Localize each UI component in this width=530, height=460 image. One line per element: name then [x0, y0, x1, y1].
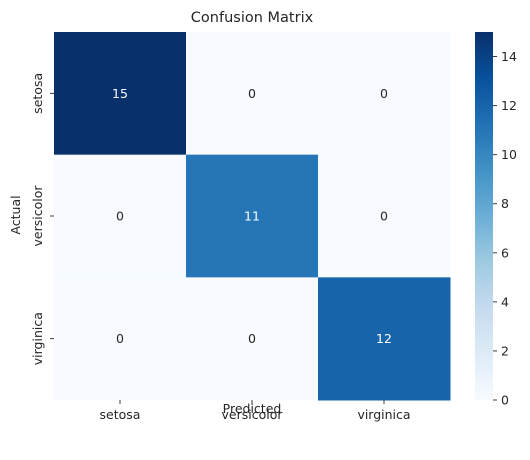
cell-annotation-2-1: 0: [248, 331, 256, 346]
heatmap-cell-1-2: [318, 154, 451, 278]
x-tick-label-versicolor: versicolor: [222, 407, 284, 422]
x-tick-label-setosa: setosa: [100, 407, 141, 422]
x-axis-ticks: setosa versicolor virginica: [100, 400, 411, 422]
y-axis-label: Actual: [8, 195, 23, 234]
colorbar-tick-label-12: 12: [501, 98, 517, 113]
heatmap-cell-1-1: [186, 154, 319, 278]
colorbar-tick-label-2: 2: [501, 343, 509, 358]
cell-annotations: 15 0 0 0 11 0 0 0 12: [112, 86, 392, 346]
colorbar-tick-label-0: 0: [501, 393, 509, 408]
y-tick-label-setosa: setosa: [30, 73, 45, 114]
colorbar-tick-label-4: 4: [501, 294, 509, 309]
heatmap-cells: [54, 32, 451, 401]
cell-annotation-1-0: 0: [116, 209, 124, 224]
colorbar-tick-label-14: 14: [501, 49, 517, 64]
y-axis-ticks: setosa versicolor virginica: [30, 73, 54, 365]
x-axis-label: Predicted: [223, 401, 282, 416]
cell-annotation-1-1: 11: [244, 209, 260, 224]
x-tick-label-virginica: virginica: [357, 407, 410, 422]
y-tick-label-versicolor: versicolor: [30, 185, 45, 247]
colorbar: [475, 32, 493, 400]
heatmap-cell-0-0: [54, 32, 187, 156]
cell-annotation-0-1: 0: [248, 86, 256, 101]
colorbar-tick-label-6: 6: [501, 245, 509, 260]
heatmap-cell-0-2: [318, 32, 451, 156]
heatmap-cell-1-0: [54, 154, 187, 278]
cell-annotation-1-2: 0: [380, 209, 388, 224]
cell-annotation-2-2: 12: [376, 331, 392, 346]
heatmap-cell-2-1: [186, 277, 319, 401]
y-tick-label-virginica: virginica: [30, 312, 45, 365]
heatmap-cell-0-1: [186, 32, 319, 156]
cell-annotation-0-2: 0: [380, 86, 388, 101]
chart-title: Confusion Matrix: [191, 10, 314, 26]
cell-annotation-2-0: 0: [116, 331, 124, 346]
colorbar-tick-label-10: 10: [501, 147, 517, 162]
colorbar-tick-label-8: 8: [501, 196, 509, 211]
colorbar-ticks: 0 2 4 6 8 10 12 14: [493, 49, 517, 408]
cell-annotation-0-0: 15: [112, 86, 128, 101]
heatmap-cell-2-2: [318, 277, 451, 401]
heatmap-cell-2-0: [54, 277, 187, 401]
